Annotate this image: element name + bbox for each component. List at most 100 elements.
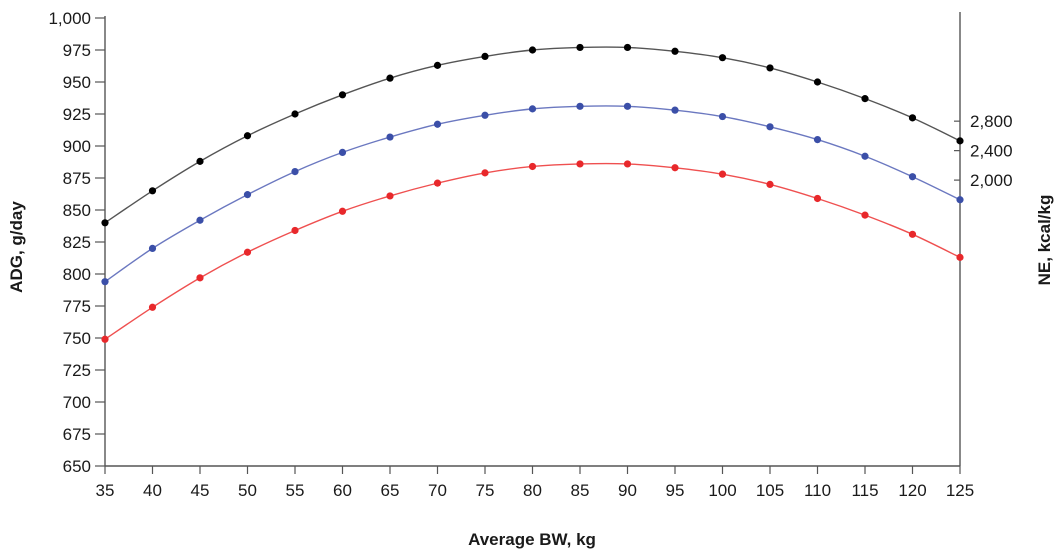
data-point-series-0 [243, 132, 252, 140]
data-point-series-0 [433, 61, 442, 69]
data-point-series-1 [956, 196, 964, 204]
x-tick-label: 70 [428, 481, 447, 500]
data-point-series-2 [528, 162, 537, 171]
y-tick-label: 925 [63, 105, 91, 124]
data-point-series-2 [718, 170, 727, 178]
data-point-series-1 [481, 111, 489, 119]
x-tick-label: 100 [708, 481, 736, 500]
data-point-series-0 [148, 187, 157, 195]
data-point-series-0 [481, 52, 489, 61]
data-point-series-0 [813, 78, 822, 86]
data-point-series-2 [908, 230, 917, 238]
data-point-series-1 [148, 244, 157, 252]
x-tick-label: 125 [946, 481, 974, 500]
y2-tick-label: 2,000 [970, 171, 1013, 190]
series-line-0 [104, 46, 961, 224]
data-point-series-2 [243, 248, 252, 256]
y-tick-label: 725 [63, 361, 91, 380]
y-tick-label: 950 [63, 73, 91, 92]
x-tick-label: 90 [618, 481, 637, 500]
data-point-series-0 [956, 137, 964, 145]
x-tick-label: 50 [238, 481, 257, 500]
data-point-series-0 [623, 43, 632, 52]
data-point-series-2 [956, 253, 964, 261]
data-point-series-0 [386, 74, 394, 82]
data-point-series-1 [623, 102, 632, 110]
y2-tick-label: 2,400 [970, 142, 1013, 161]
data-point-series-2 [766, 180, 774, 188]
x-tick-label: 120 [898, 481, 926, 500]
data-point-series-1 [101, 278, 109, 286]
y-tick-label: 900 [63, 137, 91, 156]
data-point-series-0 [718, 54, 727, 62]
x-tick-label: 45 [191, 481, 210, 500]
data-point-series-2 [196, 274, 204, 282]
x-tick-label: 40 [143, 481, 162, 500]
data-point-series-0 [671, 47, 679, 55]
data-point-series-2 [576, 160, 584, 168]
x-tick-label: 105 [756, 481, 784, 500]
data-point-series-0 [766, 64, 774, 72]
data-point-series-1 [338, 148, 347, 156]
data-point-series-1 [196, 216, 204, 224]
data-point-series-0 [196, 157, 204, 165]
data-point-series-2 [148, 303, 157, 311]
data-point-series-2 [481, 169, 489, 177]
data-point-series-2 [101, 335, 109, 343]
data-point-series-2 [671, 164, 679, 172]
data-point-series-0 [291, 110, 299, 118]
data-point-series-2 [386, 192, 394, 200]
y-tick-label: 750 [63, 329, 91, 348]
data-point-series-2 [813, 194, 822, 203]
y-tick-label: 775 [63, 297, 91, 316]
series-line-1 [104, 105, 961, 283]
x-tick-label: 115 [851, 481, 878, 500]
data-point-series-0 [528, 46, 537, 54]
data-point-series-2 [291, 226, 299, 235]
data-point-series-1 [243, 191, 252, 199]
x-tick-label: 95 [666, 481, 685, 500]
y-tick-label: 650 [63, 457, 91, 476]
data-point-series-2 [861, 211, 869, 219]
x-tick-label: 80 [523, 481, 542, 500]
data-point-series-2 [433, 179, 442, 187]
series-lines [104, 46, 961, 340]
y-tick-label: 975 [63, 41, 91, 60]
y-tick-label: 800 [63, 265, 91, 284]
x-tick-label: 55 [286, 481, 305, 500]
series-line-2 [104, 162, 961, 340]
data-point-series-2 [623, 160, 632, 168]
x-tick-label: 85 [571, 481, 590, 500]
x-axis-title: Average BW, kg [468, 530, 596, 549]
data-point-series-1 [433, 120, 442, 128]
axes [95, 12, 961, 474]
x-tick-label: 35 [96, 481, 115, 500]
data-point-series-1 [528, 105, 537, 113]
data-point-series-1 [291, 168, 299, 176]
data-point-series-1 [718, 112, 727, 121]
data-point-series-1 [766, 123, 774, 131]
data-point-series-0 [338, 91, 347, 99]
x-tick-label: 110 [804, 481, 831, 500]
x-tick-label: 60 [333, 481, 352, 500]
y-axis-title: ADG, g/day [7, 201, 26, 293]
data-point-series-1 [386, 133, 394, 141]
data-point-series-0 [576, 43, 584, 52]
data-points [101, 43, 964, 343]
y2-axis-title: NE, kcal/kg [1035, 195, 1054, 286]
data-point-series-0 [101, 219, 109, 227]
y-tick-label: 700 [63, 393, 91, 412]
tick-labels: 650 675 700 725 750 775 800 825 850 875 900 925 950 9… [48, 9, 1012, 500]
x-tick-label: 75 [476, 481, 495, 500]
data-point-series-1 [576, 102, 584, 110]
y-tick-label: 675 [63, 425, 91, 444]
data-point-series-0 [861, 95, 869, 103]
data-point-series-2 [338, 207, 347, 215]
data-point-series-0 [908, 114, 917, 122]
data-point-series-1 [908, 173, 917, 181]
data-point-series-1 [861, 152, 869, 160]
y-tick-label: 850 [63, 201, 91, 220]
y-tick-label: 875 [63, 169, 91, 188]
